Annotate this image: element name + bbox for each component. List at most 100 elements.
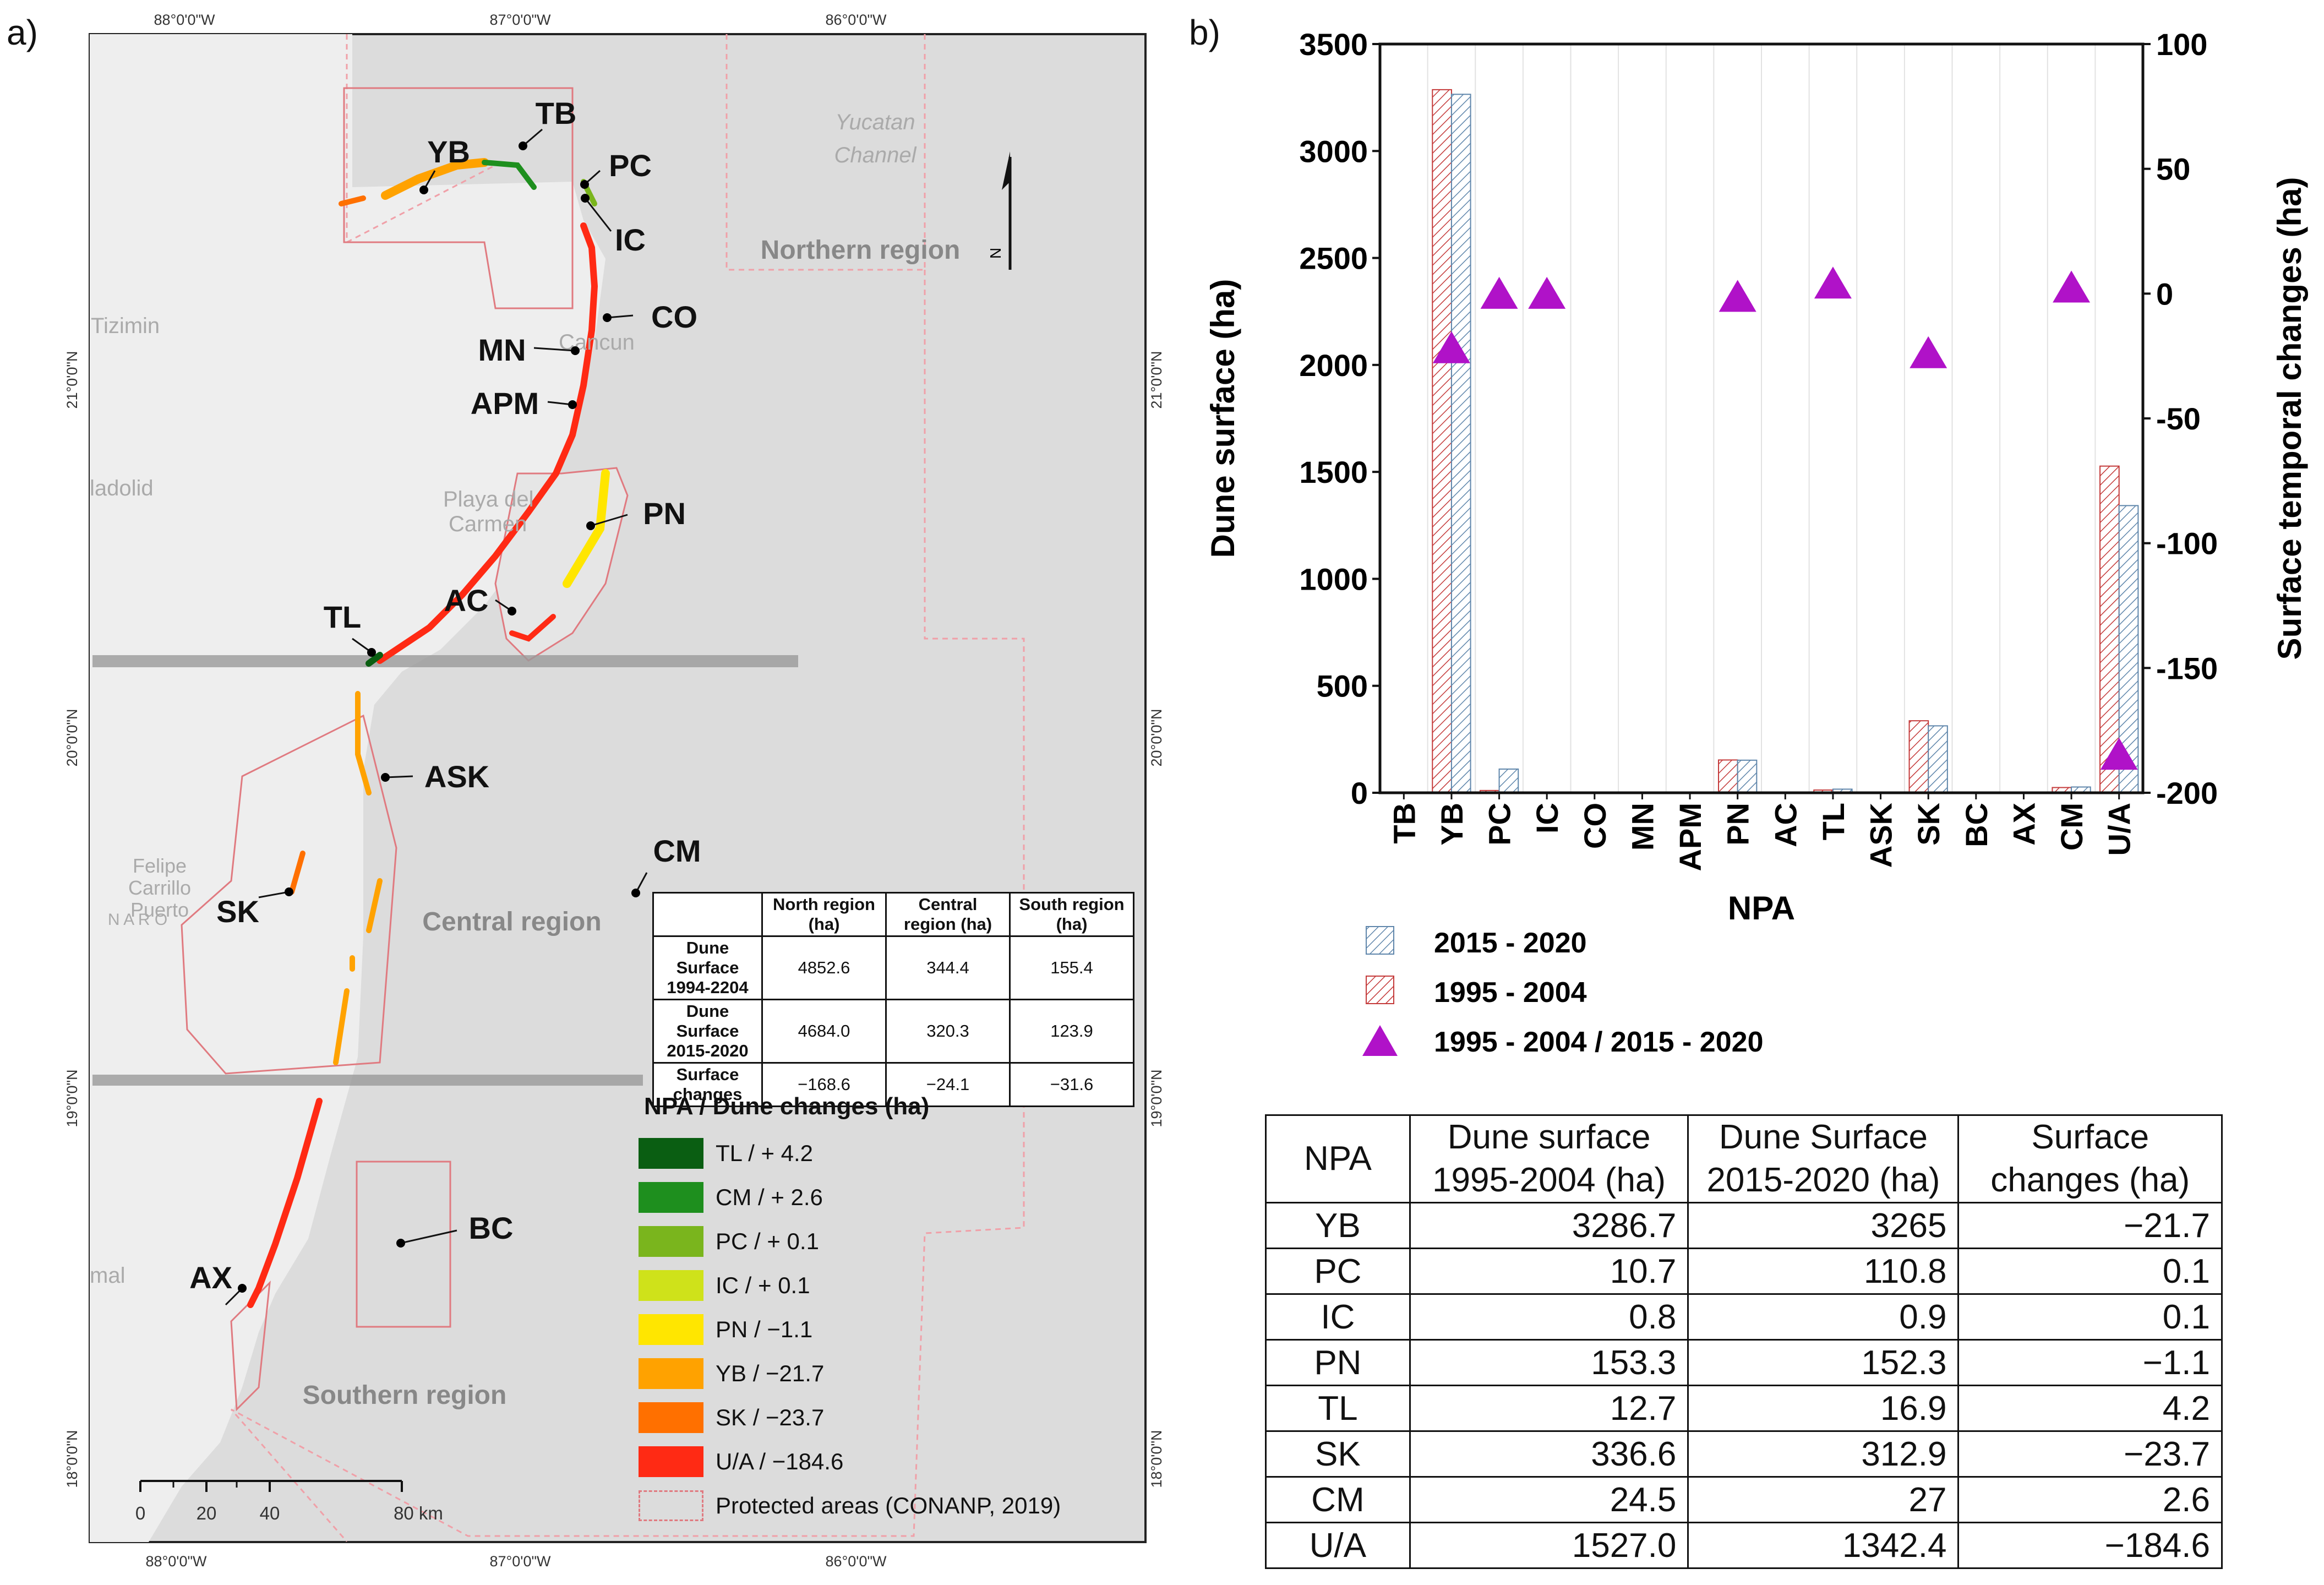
lat-tick-right-1: 21°0'0"N <box>1148 351 1165 408</box>
town-felipe-2: Carrillo <box>128 876 191 899</box>
region-table-cell: 155.4 <box>1009 935 1134 1000</box>
legend-swatch <box>639 1446 703 1477</box>
table-cell: 2.6 <box>1957 1476 2223 1523</box>
town-playa-1: Playa del <box>443 487 534 511</box>
legend-label: PC / + 0.1 <box>716 1228 819 1254</box>
table-cell: CM <box>1265 1476 1411 1523</box>
legend-label-change: 1995 - 2004 / 2015 - 2020 <box>1434 1026 1763 1058</box>
region-table-cell: −168.6 <box>761 1062 887 1107</box>
lon-tick-top-2: 87°0'0"W <box>489 12 551 28</box>
north-arrow: N <box>987 151 1012 270</box>
table-cell: −21.7 <box>1957 1202 2223 1249</box>
lon-tick-bottom-1: 88°0'0"W <box>145 1553 207 1570</box>
table-cell: 12.7 <box>1409 1385 1689 1432</box>
x-tick-label: SK <box>1911 803 1946 846</box>
table-cell: 3286.7 <box>1409 1202 1689 1249</box>
legend-swatch <box>639 1314 703 1345</box>
lat-tick-left-3: 19°0'0"N <box>64 1069 80 1127</box>
region-table-cell: 320.3 <box>885 999 1011 1064</box>
table-cell: 1527.0 <box>1409 1522 1689 1569</box>
chart-markers <box>1432 266 2138 770</box>
region-table-row-label: Dune Surface 1994-2204 <box>652 935 763 1000</box>
y2-axis-label: Surface temporal changes (ha) <box>2271 177 2308 660</box>
legend-item: SK / −23.7 <box>639 1396 1134 1440</box>
lat-tick-left-4: 18°0'0"N <box>64 1430 80 1488</box>
legend-item: IC / + 0.1 <box>639 1263 1134 1308</box>
y2-tick-label: -150 <box>2156 651 2218 685</box>
npa-label-yb: YB <box>427 134 470 169</box>
x-tick-label: AX <box>2006 803 2041 846</box>
svg-text:80 km: 80 km <box>394 1503 443 1523</box>
north-central-separator <box>92 655 798 667</box>
table-cell: 0.9 <box>1687 1293 1960 1341</box>
region-table-corner <box>652 892 763 937</box>
y-axis-right: -200 -150 -100 -50 0 50 100 <box>2143 27 2218 810</box>
x-tick-label: CM <box>2054 803 2089 851</box>
lat-tick-right-4: 18°0'0"N <box>1148 1430 1165 1488</box>
chart-gridlines <box>1427 44 2096 793</box>
svg-text:N: N <box>987 248 1004 259</box>
legend-swatch <box>639 1402 703 1433</box>
region-label-central: Central region <box>422 907 601 936</box>
legend-item: PN / −1.1 <box>639 1308 1134 1352</box>
y-tick-label: 2000 <box>1299 348 1368 383</box>
bar-1995-2004 <box>2099 465 2120 793</box>
table-cell: PN <box>1265 1339 1411 1386</box>
table-cell: 312.9 <box>1687 1430 1960 1478</box>
bar-1995-2004 <box>1718 759 1738 794</box>
legend-item: TL / + 4.2 <box>639 1131 1134 1175</box>
legend-swatch <box>639 1358 703 1389</box>
legend-swatch <box>639 1270 703 1301</box>
npa-label-mn: MN <box>478 333 526 367</box>
map-legend: NPA / Dune changes (ha) TL / + 4.2 CM / +… <box>639 1093 1134 1528</box>
region-table-cell: −24.1 <box>885 1062 1011 1107</box>
legend-label: U/A / −184.6 <box>716 1448 844 1474</box>
table-row: PC 10.7 110.8 0.1 <box>1265 1248 2223 1295</box>
region-table-row-label: Surface changes <box>652 1062 763 1107</box>
table-cell: 0.8 <box>1409 1293 1689 1341</box>
table-cell: TL <box>1265 1385 1411 1432</box>
x-tick-label: YB <box>1434 803 1469 846</box>
lon-tick-bottom-2: 87°0'0"W <box>489 1553 551 1570</box>
x-tick-label: TB <box>1387 803 1421 844</box>
sea-label-2: Channel <box>834 143 916 167</box>
npa-label-pc: PC <box>609 148 652 183</box>
region-table-cell: −31.6 <box>1009 1062 1134 1107</box>
region-table-row: Surface changes −168.6 −24.1 −31.6 <box>652 1062 1134 1107</box>
table-row: PN 153.3 152.3 −1.1 <box>1265 1339 2223 1386</box>
x-tick-label: AC <box>1768 803 1803 847</box>
x-tick-label: TL <box>1816 803 1851 840</box>
region-table-row-label: Dune Surface 2015-2020 <box>652 999 763 1064</box>
legend-item: PC / + 0.1 <box>639 1219 1134 1263</box>
chart-legend: 2015 - 2020 1995 - 2004 1995 - 2004 / 20… <box>1362 926 1763 1058</box>
y-tick-label: 1000 <box>1299 562 1368 596</box>
map-legend-title: NPA / Dune changes (ha) <box>644 1093 930 1120</box>
legend-label: SK / −23.7 <box>716 1404 825 1430</box>
legend-swatch-2015-2020 <box>1366 926 1394 955</box>
region-table-header: South region (ha) <box>1009 892 1134 937</box>
lon-tick-bottom-3: 86°0'0"W <box>825 1553 887 1570</box>
central-south-separator <box>92 1075 643 1086</box>
town-tizimin: Tizimin <box>91 314 160 338</box>
table-cell: 0.1 <box>1957 1293 2223 1341</box>
table-cell: 110.8 <box>1687 1248 1960 1295</box>
y-tick-label: 3500 <box>1299 27 1368 62</box>
region-table-cell: 4852.6 <box>761 935 887 1000</box>
npa-label-tl: TL <box>324 600 361 634</box>
bar-2015-2020 <box>1928 725 1948 794</box>
lat-tick-left-1: 21°0'0"N <box>64 351 80 408</box>
chart-bars <box>1432 89 2139 794</box>
npa-markers: TB YB PC IC CO MN APM PN AC TL ASK CM SK… <box>189 96 701 1306</box>
legend-label: PN / −1.1 <box>716 1316 813 1342</box>
x-tick-label: MN <box>1625 803 1660 851</box>
region-table-header: North region (ha) <box>761 892 887 937</box>
table-row: CM 24.5 27 2.6 <box>1265 1476 2223 1523</box>
town-valladolid: ladolid <box>90 476 154 500</box>
lat-tick-left-2: 20°0'0"N <box>64 709 80 766</box>
sea-label-1: Yucatan <box>835 110 915 134</box>
npa-label-tb: TB <box>536 96 577 130</box>
lat-tick-right-3: 19°0'0"N <box>1148 1069 1165 1127</box>
change-marker <box>1910 336 1947 368</box>
y-tick-label: 0 <box>1351 776 1368 810</box>
y2-tick-label: 50 <box>2156 152 2190 187</box>
